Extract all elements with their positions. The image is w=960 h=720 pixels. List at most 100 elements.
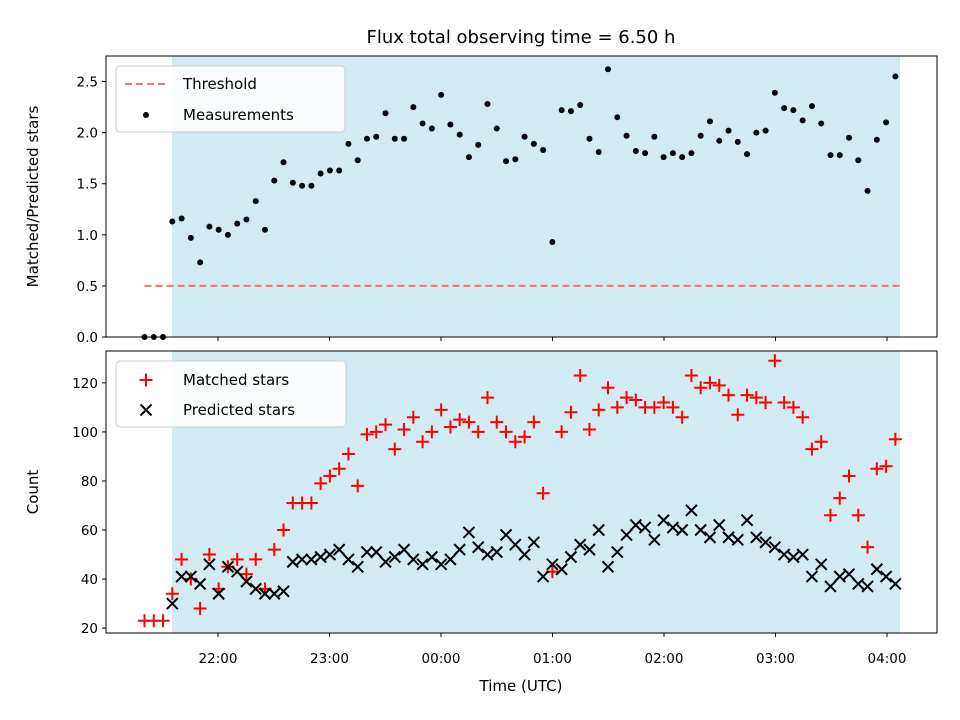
matched-star-marker xyxy=(453,413,467,427)
matched-star-marker xyxy=(722,388,736,402)
predicted-star-marker xyxy=(221,560,235,573)
predicted-star-marker xyxy=(564,550,578,564)
predicted-star-marker xyxy=(675,523,689,537)
measurement-point xyxy=(753,129,760,136)
measurement-point xyxy=(864,187,871,194)
measurement-point xyxy=(744,151,751,158)
matched-star-marker xyxy=(397,422,411,436)
predicted-star-marker xyxy=(407,553,420,566)
predicted-star-marker xyxy=(425,550,439,564)
predicted-star-marker xyxy=(527,536,541,549)
matched-star-marker xyxy=(666,400,680,414)
matched-star-marker xyxy=(341,447,355,461)
top-y-axis-label: Matched/Predicted stars xyxy=(24,106,42,288)
predicted-star-marker xyxy=(546,558,559,571)
measurement-point xyxy=(883,119,890,126)
predicted-star-marker xyxy=(332,543,346,556)
predicted-star-marker xyxy=(286,555,300,569)
measurement-point xyxy=(363,135,370,142)
measurement-point xyxy=(234,220,241,227)
predicted-star-marker xyxy=(713,518,726,532)
predicted-star-marker xyxy=(805,570,819,583)
matched-star-marker xyxy=(573,369,587,383)
matched-star-marker xyxy=(471,425,485,439)
matched-star-marker xyxy=(620,391,634,405)
predicted-star-marker xyxy=(573,538,587,551)
predicted-star-marker xyxy=(212,587,225,600)
predicted-star-marker xyxy=(499,528,513,542)
measurement-point xyxy=(178,215,185,222)
measurement-point xyxy=(725,127,732,134)
matched-star-marker xyxy=(239,567,253,581)
matched-star-marker xyxy=(508,435,522,449)
predicted-star-marker xyxy=(666,521,680,534)
measurement-point xyxy=(577,102,584,109)
matched-star-marker xyxy=(388,442,402,456)
matched-star-marker xyxy=(749,391,763,405)
measurement-point xyxy=(419,120,426,127)
measurement-point xyxy=(169,218,176,225)
predicted-star-marker xyxy=(583,543,596,556)
predicted-star-marker xyxy=(490,545,503,559)
matched-star-marker xyxy=(694,381,708,395)
matched-star-marker xyxy=(731,408,745,422)
measurement-point xyxy=(262,226,269,233)
matched-star-marker xyxy=(175,552,189,566)
predicted-star-marker xyxy=(277,585,290,598)
measurement-point xyxy=(224,231,231,238)
measurement-point xyxy=(187,234,194,241)
measurement-point xyxy=(808,103,815,110)
matched-star-marker xyxy=(193,601,207,615)
matched-star-marker xyxy=(786,400,800,414)
predicted-star-marker xyxy=(611,545,624,559)
measurement-point xyxy=(734,138,741,145)
predicted-star-marker xyxy=(397,543,411,556)
predicted-star-marker xyxy=(258,587,272,600)
legend-predicted-swatch xyxy=(139,403,153,417)
predicted-star-marker xyxy=(230,565,244,578)
predicted-star-marker xyxy=(416,558,429,571)
matched-star-marker xyxy=(647,400,661,414)
x-tick-label: 02:00 xyxy=(645,651,684,667)
matched-star-marker xyxy=(657,395,671,409)
matched-star-marker xyxy=(870,462,884,476)
chart-title: Flux total observing time = 6.50 h xyxy=(367,27,676,48)
predicted-star-marker xyxy=(193,577,207,591)
matched-star-marker xyxy=(833,491,847,505)
matched-star-marker xyxy=(425,425,439,439)
matched-star-marker xyxy=(277,523,291,537)
predicted-star-marker xyxy=(703,531,717,544)
measurement-point xyxy=(336,167,343,174)
matched-star-marker xyxy=(323,469,337,483)
matched-star-marker xyxy=(564,405,578,419)
x-tick-label: 00:00 xyxy=(422,651,461,667)
predicted-star-marker xyxy=(740,513,754,527)
measurement-point xyxy=(465,154,472,161)
predicted-star-marker xyxy=(166,597,179,610)
y-tick-label: 40 xyxy=(81,572,98,588)
predicted-star-marker xyxy=(509,538,522,551)
predicted-star-marker xyxy=(462,526,476,539)
predicted-star-marker xyxy=(861,580,874,593)
measurement-point xyxy=(484,101,491,108)
predicted-star-marker xyxy=(203,558,216,571)
x-axis-label: Time (UTC) xyxy=(479,677,563,695)
measurement-point xyxy=(790,107,797,114)
predicted-star-marker xyxy=(787,550,800,564)
x-tick-label: 01:00 xyxy=(533,651,572,667)
measurement-point xyxy=(373,133,380,140)
measurement-point xyxy=(623,132,630,139)
measurement-point xyxy=(855,157,862,164)
bottom-legend-box xyxy=(115,360,347,428)
y-tick-label: 1.5 xyxy=(77,177,98,193)
matched-star-marker xyxy=(416,435,430,449)
predicted-star-marker xyxy=(240,575,253,588)
measurement-point xyxy=(475,141,482,148)
measurement-point xyxy=(512,156,519,163)
predicted-star-marker xyxy=(638,521,652,534)
predicted-star-marker xyxy=(889,577,902,591)
measurement-point xyxy=(799,117,806,124)
predicted-star-marker xyxy=(796,548,809,561)
matched-star-marker xyxy=(267,543,281,557)
predicted-star-marker xyxy=(601,560,615,573)
